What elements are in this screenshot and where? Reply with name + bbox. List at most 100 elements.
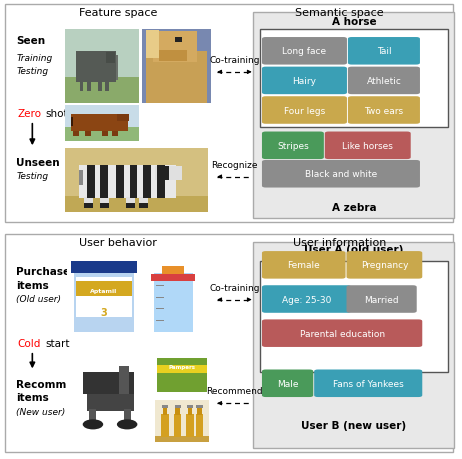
Bar xyxy=(253,242,454,448)
Bar xyxy=(143,165,151,198)
Bar xyxy=(157,165,165,198)
Text: User A (old user): User A (old user) xyxy=(304,245,404,255)
Text: Training: Training xyxy=(16,53,52,62)
Text: Zero: Zero xyxy=(17,109,41,118)
Bar xyxy=(159,51,187,62)
Text: Recommend: Recommend xyxy=(206,386,263,395)
Bar xyxy=(162,405,168,408)
Bar xyxy=(156,297,164,298)
Text: Age: 25-30: Age: 25-30 xyxy=(282,295,331,304)
Text: Four legs: Four legs xyxy=(284,106,325,115)
Text: Pampers: Pampers xyxy=(169,364,195,369)
FancyBboxPatch shape xyxy=(348,67,420,95)
Bar xyxy=(80,82,84,92)
Bar xyxy=(85,131,91,137)
Bar xyxy=(83,372,134,394)
Text: shot: shot xyxy=(45,109,68,118)
FancyBboxPatch shape xyxy=(262,67,347,95)
FancyBboxPatch shape xyxy=(346,285,417,313)
Bar xyxy=(155,354,209,397)
Bar xyxy=(76,281,132,297)
Bar xyxy=(65,106,139,142)
Bar xyxy=(87,82,91,92)
Bar xyxy=(260,261,448,373)
Bar xyxy=(116,165,124,198)
Text: Seen: Seen xyxy=(16,36,45,46)
Circle shape xyxy=(117,420,137,430)
Text: User information: User information xyxy=(293,237,386,247)
Text: start: start xyxy=(45,338,70,348)
Text: A horse: A horse xyxy=(332,17,376,27)
FancyBboxPatch shape xyxy=(262,161,420,188)
FancyBboxPatch shape xyxy=(346,252,422,279)
Bar xyxy=(146,260,201,336)
FancyBboxPatch shape xyxy=(262,285,351,313)
Bar xyxy=(146,31,159,59)
Bar xyxy=(87,381,134,411)
FancyBboxPatch shape xyxy=(262,252,346,279)
Bar xyxy=(186,414,194,437)
Text: Testing: Testing xyxy=(16,172,49,180)
Bar xyxy=(79,165,176,198)
Bar xyxy=(155,400,209,442)
Bar xyxy=(67,260,141,336)
Text: Male: Male xyxy=(277,379,298,388)
FancyBboxPatch shape xyxy=(262,320,422,347)
Bar xyxy=(154,273,193,332)
Bar xyxy=(100,56,118,81)
Text: (New user): (New user) xyxy=(16,407,66,416)
Bar xyxy=(89,409,96,425)
Bar xyxy=(65,78,139,103)
Text: items: items xyxy=(16,392,49,403)
Bar xyxy=(197,408,202,415)
Bar xyxy=(100,203,109,208)
Bar xyxy=(260,29,448,127)
Text: Recommended: Recommended xyxy=(16,379,103,389)
Text: Co-training: Co-training xyxy=(209,56,260,65)
Bar xyxy=(151,274,195,281)
Text: Purchased: Purchased xyxy=(16,267,78,276)
Bar xyxy=(196,405,202,408)
Text: Testing: Testing xyxy=(16,67,49,76)
Text: Female: Female xyxy=(287,261,320,270)
Text: User B (new user): User B (new user) xyxy=(301,420,407,430)
Bar xyxy=(152,32,197,63)
Bar xyxy=(65,128,139,142)
Bar xyxy=(126,203,134,208)
FancyBboxPatch shape xyxy=(314,369,422,397)
Text: Semantic space: Semantic space xyxy=(295,8,384,18)
Bar xyxy=(176,408,180,415)
FancyBboxPatch shape xyxy=(325,132,411,160)
Text: items: items xyxy=(16,280,49,290)
Bar xyxy=(175,405,181,408)
Bar xyxy=(187,405,193,408)
Bar xyxy=(100,198,109,208)
Bar xyxy=(158,358,207,392)
Text: Hairy: Hairy xyxy=(292,77,316,86)
Bar xyxy=(71,114,128,132)
Bar xyxy=(66,354,151,442)
Bar xyxy=(105,82,109,92)
Bar xyxy=(188,408,193,415)
Bar xyxy=(140,203,148,208)
Bar xyxy=(74,265,134,332)
Text: Recognize: Recognize xyxy=(211,160,258,169)
Bar xyxy=(156,320,164,321)
Bar xyxy=(84,198,93,208)
Bar xyxy=(158,365,207,373)
Bar xyxy=(124,409,131,425)
Text: Aptamil: Aptamil xyxy=(91,288,117,293)
Bar xyxy=(156,285,164,287)
Bar xyxy=(84,203,93,208)
Text: Black and white: Black and white xyxy=(305,170,377,179)
Bar xyxy=(140,198,148,208)
Bar xyxy=(76,278,132,317)
Text: Fans of Yankees: Fans of Yankees xyxy=(333,379,404,388)
Text: User behavior: User behavior xyxy=(79,237,157,247)
Bar xyxy=(79,170,83,185)
Bar xyxy=(106,53,115,64)
Text: (Old user): (Old user) xyxy=(16,294,61,303)
Bar xyxy=(162,266,184,277)
Bar xyxy=(130,165,137,198)
Bar xyxy=(117,115,129,122)
